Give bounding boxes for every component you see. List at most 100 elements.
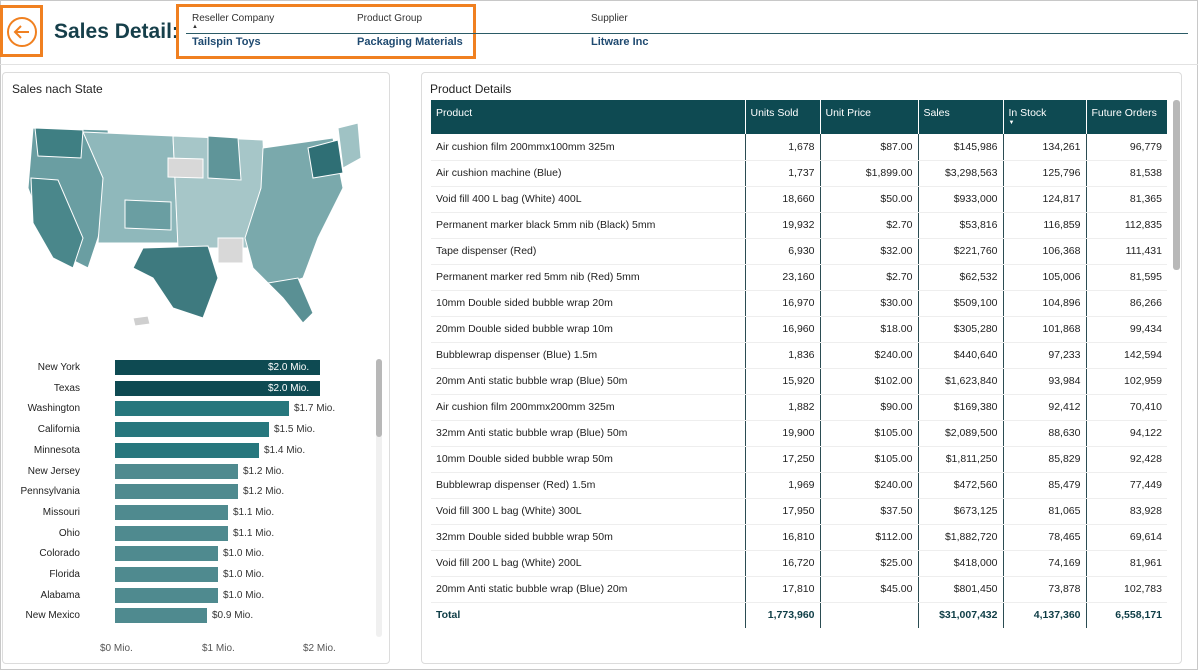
column-header-future-orders[interactable]: Future Orders [1086,100,1167,134]
bar-row[interactable]: Ohio $1.1 Mio. [3,524,363,545]
bar-row[interactable]: Pennsylvania $1.2 Mio. [3,482,363,503]
table-row[interactable]: 20mm Anti static bubble wrap (Blue) 50m 1… [431,368,1167,395]
bar-category-label: Texas [53,382,80,394]
bar-row[interactable]: Missouri $1.1 Mio. [3,503,363,524]
table-cell: $53,816 [918,212,1004,239]
table-row[interactable]: 10mm Double sided bubble wrap 50m 17,250 $… [431,446,1167,473]
table-cell: $933,000 [918,186,1004,213]
table-cell: $145,986 [918,134,1004,161]
table-scrollbar[interactable] [1173,100,1180,560]
us-state-map[interactable] [13,118,373,333]
table-row[interactable]: 20mm Double sided bubble wrap 10m 16,960 $… [431,316,1167,343]
column-header-unit-price[interactable]: Unit Price [820,100,919,134]
table-cell: 74,169 [1003,550,1087,577]
table-cell: 17,250 [745,446,821,473]
table-cell: 111,431 [1086,238,1167,265]
table-row[interactable]: Bubblewrap dispenser (Red) 1.5m 1,969 $240… [431,472,1167,499]
sales-by-state-panel: Sales nach State New York $2.0 Mio. Texas $… [2,72,390,664]
slicer-value-supplier[interactable]: Litware Inc [591,36,649,48]
table-row[interactable]: Bubblewrap dispenser (Blue) 1.5m 1,836 $24… [431,342,1167,369]
bar[interactable] [115,504,228,520]
table-cell: Void fill 200 L bag (White) 200L [431,550,746,577]
table-row[interactable]: Permanent marker red 5mm nib (Red) 5mm 23… [431,264,1167,291]
back-button[interactable] [0,5,43,57]
bar-row[interactable]: Colorado $1.0 Mio. [3,544,363,565]
table-cell: 85,829 [1003,446,1087,473]
table-cell: 92,428 [1086,446,1167,473]
bar-value-label: $1.1 Mio. [233,506,275,518]
table-cell: $37.50 [820,498,919,525]
table-cell: $105.00 [820,446,919,473]
table-cell: $418,000 [918,550,1004,577]
table-cell: Void fill 300 L bag (White) 300L [431,498,746,525]
bar[interactable] [115,608,207,624]
column-header-units-sold[interactable]: Units Sold [745,100,821,134]
table-row[interactable]: Air cushion film 200mmx100mm 325m 1,678 $8… [431,134,1167,161]
column-header-sales[interactable]: Sales [918,100,1004,134]
table-cell: 16,720 [745,550,821,577]
bar[interactable] [115,422,269,438]
table-cell: 20mm Anti static bubble wrap (Blue) 50m [431,368,746,395]
map-washington [34,127,84,159]
map-colorado [124,199,172,231]
bar[interactable] [115,546,218,562]
bar[interactable] [115,525,228,541]
table-row[interactable]: Tape dispenser (Red) 6,930 $32.00 $221,760 1… [431,238,1167,265]
bar-row[interactable]: Alabama $1.0 Mio. [3,586,363,607]
bar[interactable] [115,463,238,479]
bar[interactable] [115,360,320,375]
table-row[interactable]: 32mm Anti static bubble wrap (Blue) 50m 1… [431,420,1167,447]
slicer-divider [186,33,1188,34]
table-cell: $25.00 [820,550,919,577]
table-cell: 1,678 [745,134,821,161]
table-cell: 19,900 [745,420,821,447]
bar[interactable] [115,484,238,500]
x-axis-tick-0: $0 Mio. [100,643,133,654]
bar-chart-scrollbar-thumb[interactable] [376,359,382,437]
bar-row[interactable]: Florida $1.0 Mio. [3,565,363,586]
table-row[interactable]: Void fill 400 L bag (White) 400L 18,660 $5… [431,186,1167,213]
bar[interactable] [115,567,218,582]
table-row[interactable]: Void fill 200 L bag (White) 200L 16,720 $2… [431,550,1167,577]
table-row[interactable]: Permanent marker black 5mm nib (Black) 5… [431,212,1167,239]
column-header-product[interactable]: Product [431,100,746,134]
table-cell: $30.00 [820,290,919,317]
bar-row[interactable]: New York $2.0 Mio. [3,358,363,379]
slicer-label-supplier: Supplier [591,13,628,24]
bar-value-label: $1.2 Mio. [243,486,285,498]
bar[interactable] [115,401,289,417]
bar-row[interactable]: Minnesota $1.4 Mio. [3,441,363,462]
bar-row[interactable]: California $1.5 Mio. [3,420,363,441]
table-cell: 23,160 [745,264,821,291]
bar-row[interactable]: Texas $2.0 Mio. [3,379,363,400]
table-row[interactable]: 32mm Double sided bubble wrap 50m 16,810 $… [431,524,1167,551]
bar-row[interactable]: New Jersey $1.2 Mio. [3,462,363,483]
table-row[interactable]: Air cushion machine (Blue) 1,737 $1,899.00… [431,160,1167,187]
bar[interactable] [115,587,218,603]
bar[interactable] [115,380,320,396]
table-cell: $50.00 [820,186,919,213]
table-row[interactable]: 10mm Double sided bubble wrap 20m 16,970 $… [431,290,1167,317]
slicer-label-reseller-company: Reseller Company [192,13,275,24]
slicer-highlight-box [176,4,476,59]
bar-chart-scrollbar[interactable] [376,359,382,637]
table-scrollbar-thumb[interactable] [1173,100,1180,270]
slicer-value-product-group[interactable]: Packaging Materials [357,36,463,48]
table-cell: 69,614 [1086,524,1167,551]
bar[interactable] [115,442,259,458]
bar-row[interactable]: New Mexico $0.9 Mio. [3,606,363,627]
slicer-label-product-group: Product Group [357,13,423,24]
slicer-value-reseller-company[interactable]: Tailspin Toys [192,36,261,48]
table-cell: $2.70 [820,264,919,291]
table-row[interactable]: 20mm Anti static bubble wrap (Blue) 20m 1… [431,576,1167,603]
table-row[interactable]: Void fill 300 L bag (White) 300L 17,950 $3… [431,498,1167,525]
table-row[interactable]: Air cushion film 200mmx200mm 325m 1,882 $9… [431,394,1167,421]
table-cell: 83,928 [1086,498,1167,525]
bar-row[interactable]: Washington $1.7 Mio. [3,399,363,420]
table-cell: 112,835 [1086,212,1167,239]
total-cell [820,601,919,628]
map-minnesota [207,135,242,181]
bar-value-label: $1.0 Mio. [223,548,265,560]
total-cell: 1,773,960 [745,601,821,628]
column-header-in-stock[interactable]: In Stock ▼ [1003,100,1087,134]
